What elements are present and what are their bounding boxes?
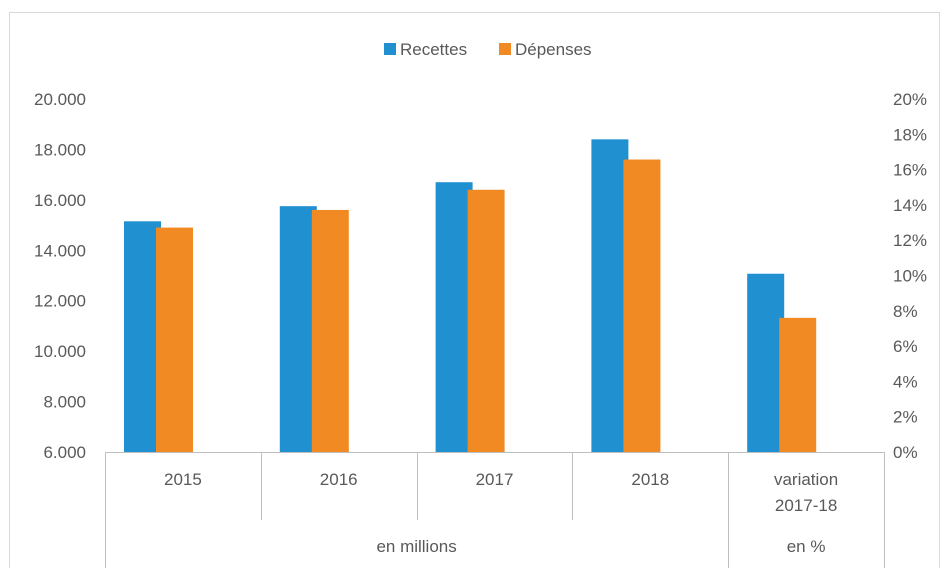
right-tick-label: 10% [893,267,927,286]
right-tick-label: 2% [893,408,918,427]
bars [124,139,817,453]
bar-recettes [124,221,161,452]
x-category-label: 2017-18 [775,496,837,515]
x-category-label: 2016 [320,470,358,489]
bar-depenses [156,227,193,452]
x-category-label: 2017 [476,470,514,489]
left-tick-label: 6.000 [43,443,86,462]
right-tick-label: 14% [893,196,927,215]
left-tick-label: 14.000 [34,241,86,260]
right-tick-label: 8% [893,302,918,321]
x-group-header: en % [787,537,826,556]
x-category-label: 2015 [164,470,202,489]
x-axis: 2015 2016 2017 2018 variation 2017-18 en milli… [105,452,885,568]
right-tick-label: 18% [893,125,927,144]
x-category-label: variation [774,470,838,489]
bar-depenses [623,159,661,452]
left-tick-label: 8.000 [43,393,86,412]
bar-recettes [591,139,629,453]
left-tick-label: 20.000 [34,90,86,109]
left-tick-label: 18.000 [34,140,86,159]
right-tick-label: 12% [893,231,927,250]
right-tick-label: 20% [893,90,927,109]
right-axis: 0% 2% 4% 6% 8% 10% 12% 14% 16% 18% 20% [893,90,927,462]
right-tick-label: 4% [893,372,918,391]
left-tick-label: 12.000 [34,292,86,311]
legend-label-recettes: Recettes [400,40,467,59]
legend-swatch-recettes [384,43,396,55]
left-axis: 6.000 8.000 10.000 12.000 14.000 16.000 18.000… [34,90,86,462]
right-tick-label: 0% [893,443,918,462]
bar-recettes [279,206,317,452]
right-tick-label: 16% [893,161,927,180]
right-tick-label: 6% [893,337,918,356]
legend-swatch-depenses [499,43,511,55]
bar-depenses [467,189,505,452]
legend: Recettes Dépenses [384,40,592,59]
bar-recettes [747,273,785,452]
bar-depenses [311,209,349,452]
bar-recettes [435,182,473,452]
bar-depenses [779,317,817,452]
x-category-label: 2018 [631,470,669,489]
left-tick-label: 10.000 [34,342,86,361]
x-group-header: en millions [376,537,456,556]
legend-label-depenses: Dépenses [515,40,592,59]
left-tick-label: 16.000 [34,191,86,210]
